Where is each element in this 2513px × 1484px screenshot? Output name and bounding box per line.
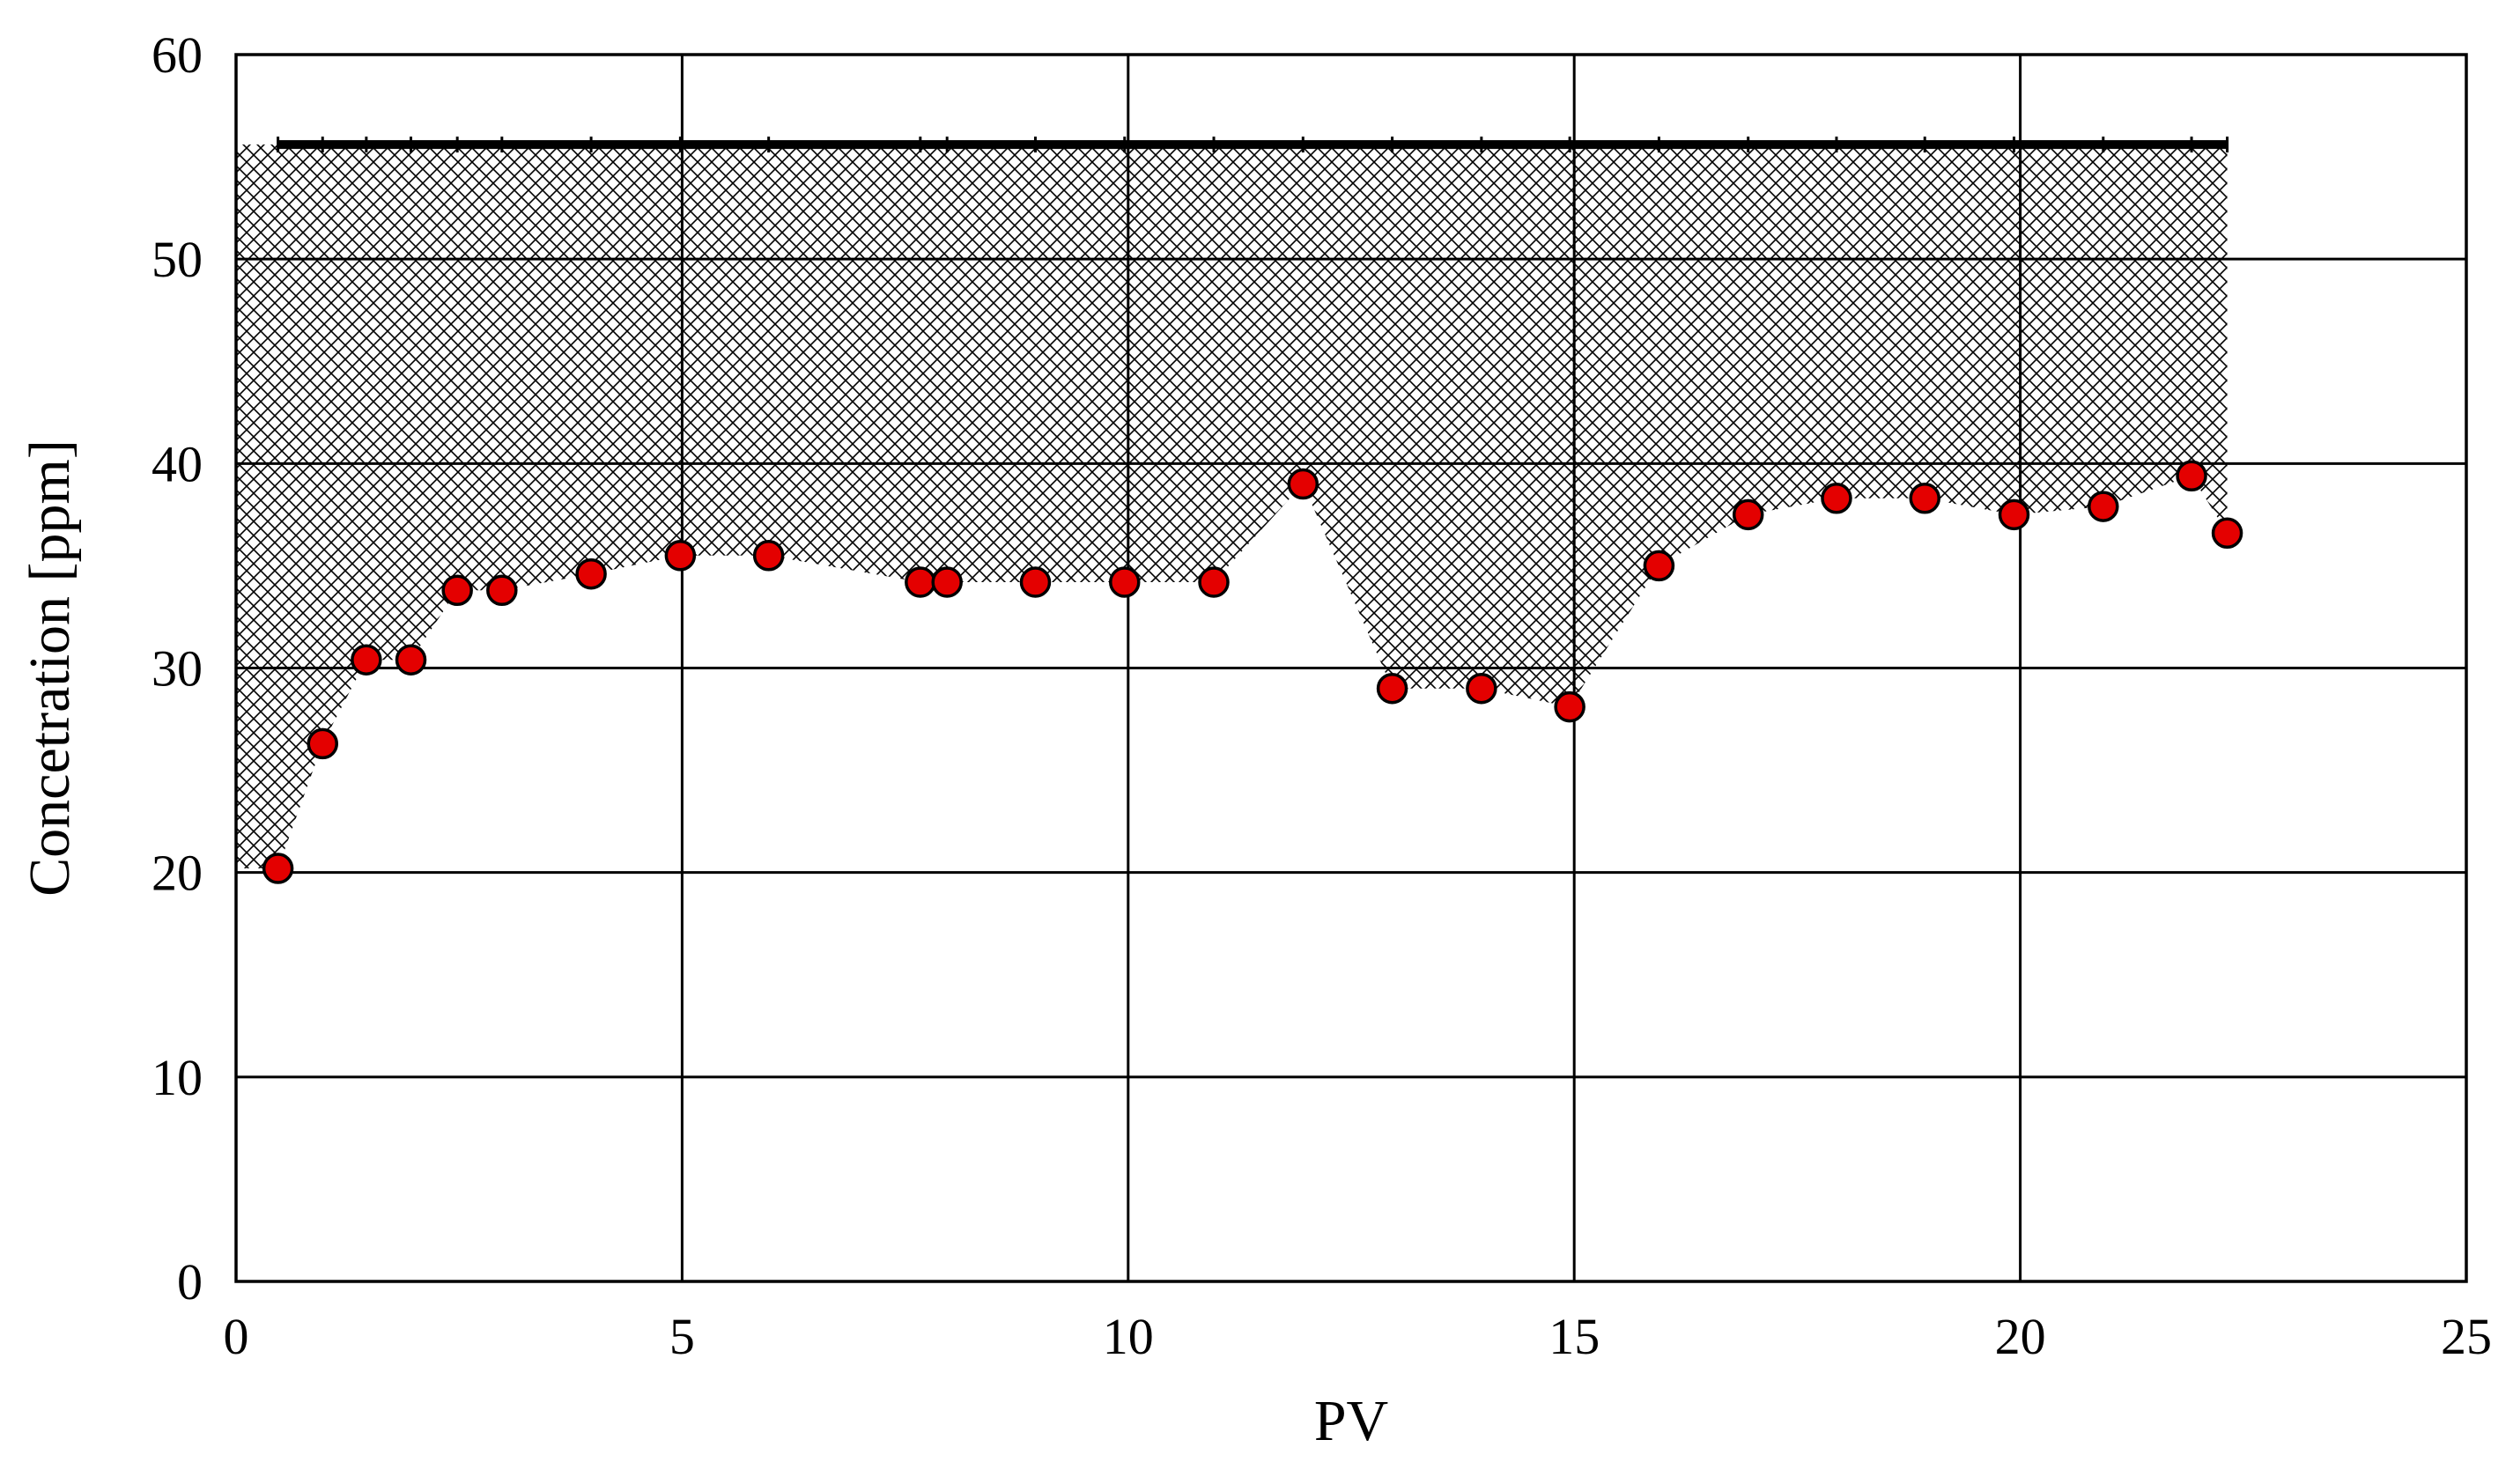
y-tick-label: 20 [152,845,203,902]
data-point [1998,498,2030,531]
data-point [1732,498,1764,531]
data-point [2088,491,2119,522]
shaded-region [236,144,2228,869]
data-point [2211,517,2243,550]
data-point [395,644,427,676]
points-layer [262,460,2243,884]
data-point [664,540,697,572]
y-tick-label: 30 [152,640,203,698]
data-point [1198,566,1230,598]
data-point [1821,483,1852,514]
y-axis-label: Concetration [ppm] [18,439,82,897]
data-point [905,566,936,598]
data-point [486,574,518,607]
data-point [1909,483,1940,514]
y-tick-label: 60 [152,26,203,84]
x-tick-label: 0 [224,1308,249,1365]
data-point [2176,460,2207,492]
data-point [351,644,382,676]
x-tick-label: 25 [2441,1308,2492,1365]
data-point [1554,690,1585,723]
plot-frame [234,53,2468,1283]
data-point [262,853,294,884]
grid-layer [236,55,2466,1281]
data-point [752,540,785,572]
data-point [931,566,963,598]
data-point [1019,566,1052,598]
data-point [575,557,607,590]
data-point [1287,468,1319,500]
data-point [307,727,338,760]
data-point [1108,566,1141,598]
data-point [1376,672,1408,705]
y-tick-label: 0 [177,1253,203,1310]
reference-line-layer [277,137,2229,153]
tick-labels-layer: 0 5 10 15 20 25 0 10 20 30 40 50 60 [152,26,2492,1365]
data-point [1466,672,1497,705]
y-tick-label: 50 [152,231,203,288]
x-tick-label: 15 [1548,1308,1600,1365]
data-point [441,574,473,607]
y-tick-label: 40 [152,435,203,492]
data-point [1643,550,1675,582]
y-tick-label: 10 [152,1049,203,1106]
x-tick-label: 10 [1103,1308,1154,1365]
x-tick-label: 5 [669,1308,695,1365]
shaded-region-layer [236,144,2228,869]
x-axis-label: PV [1314,1389,1388,1453]
x-tick-label: 20 [1995,1308,2046,1365]
